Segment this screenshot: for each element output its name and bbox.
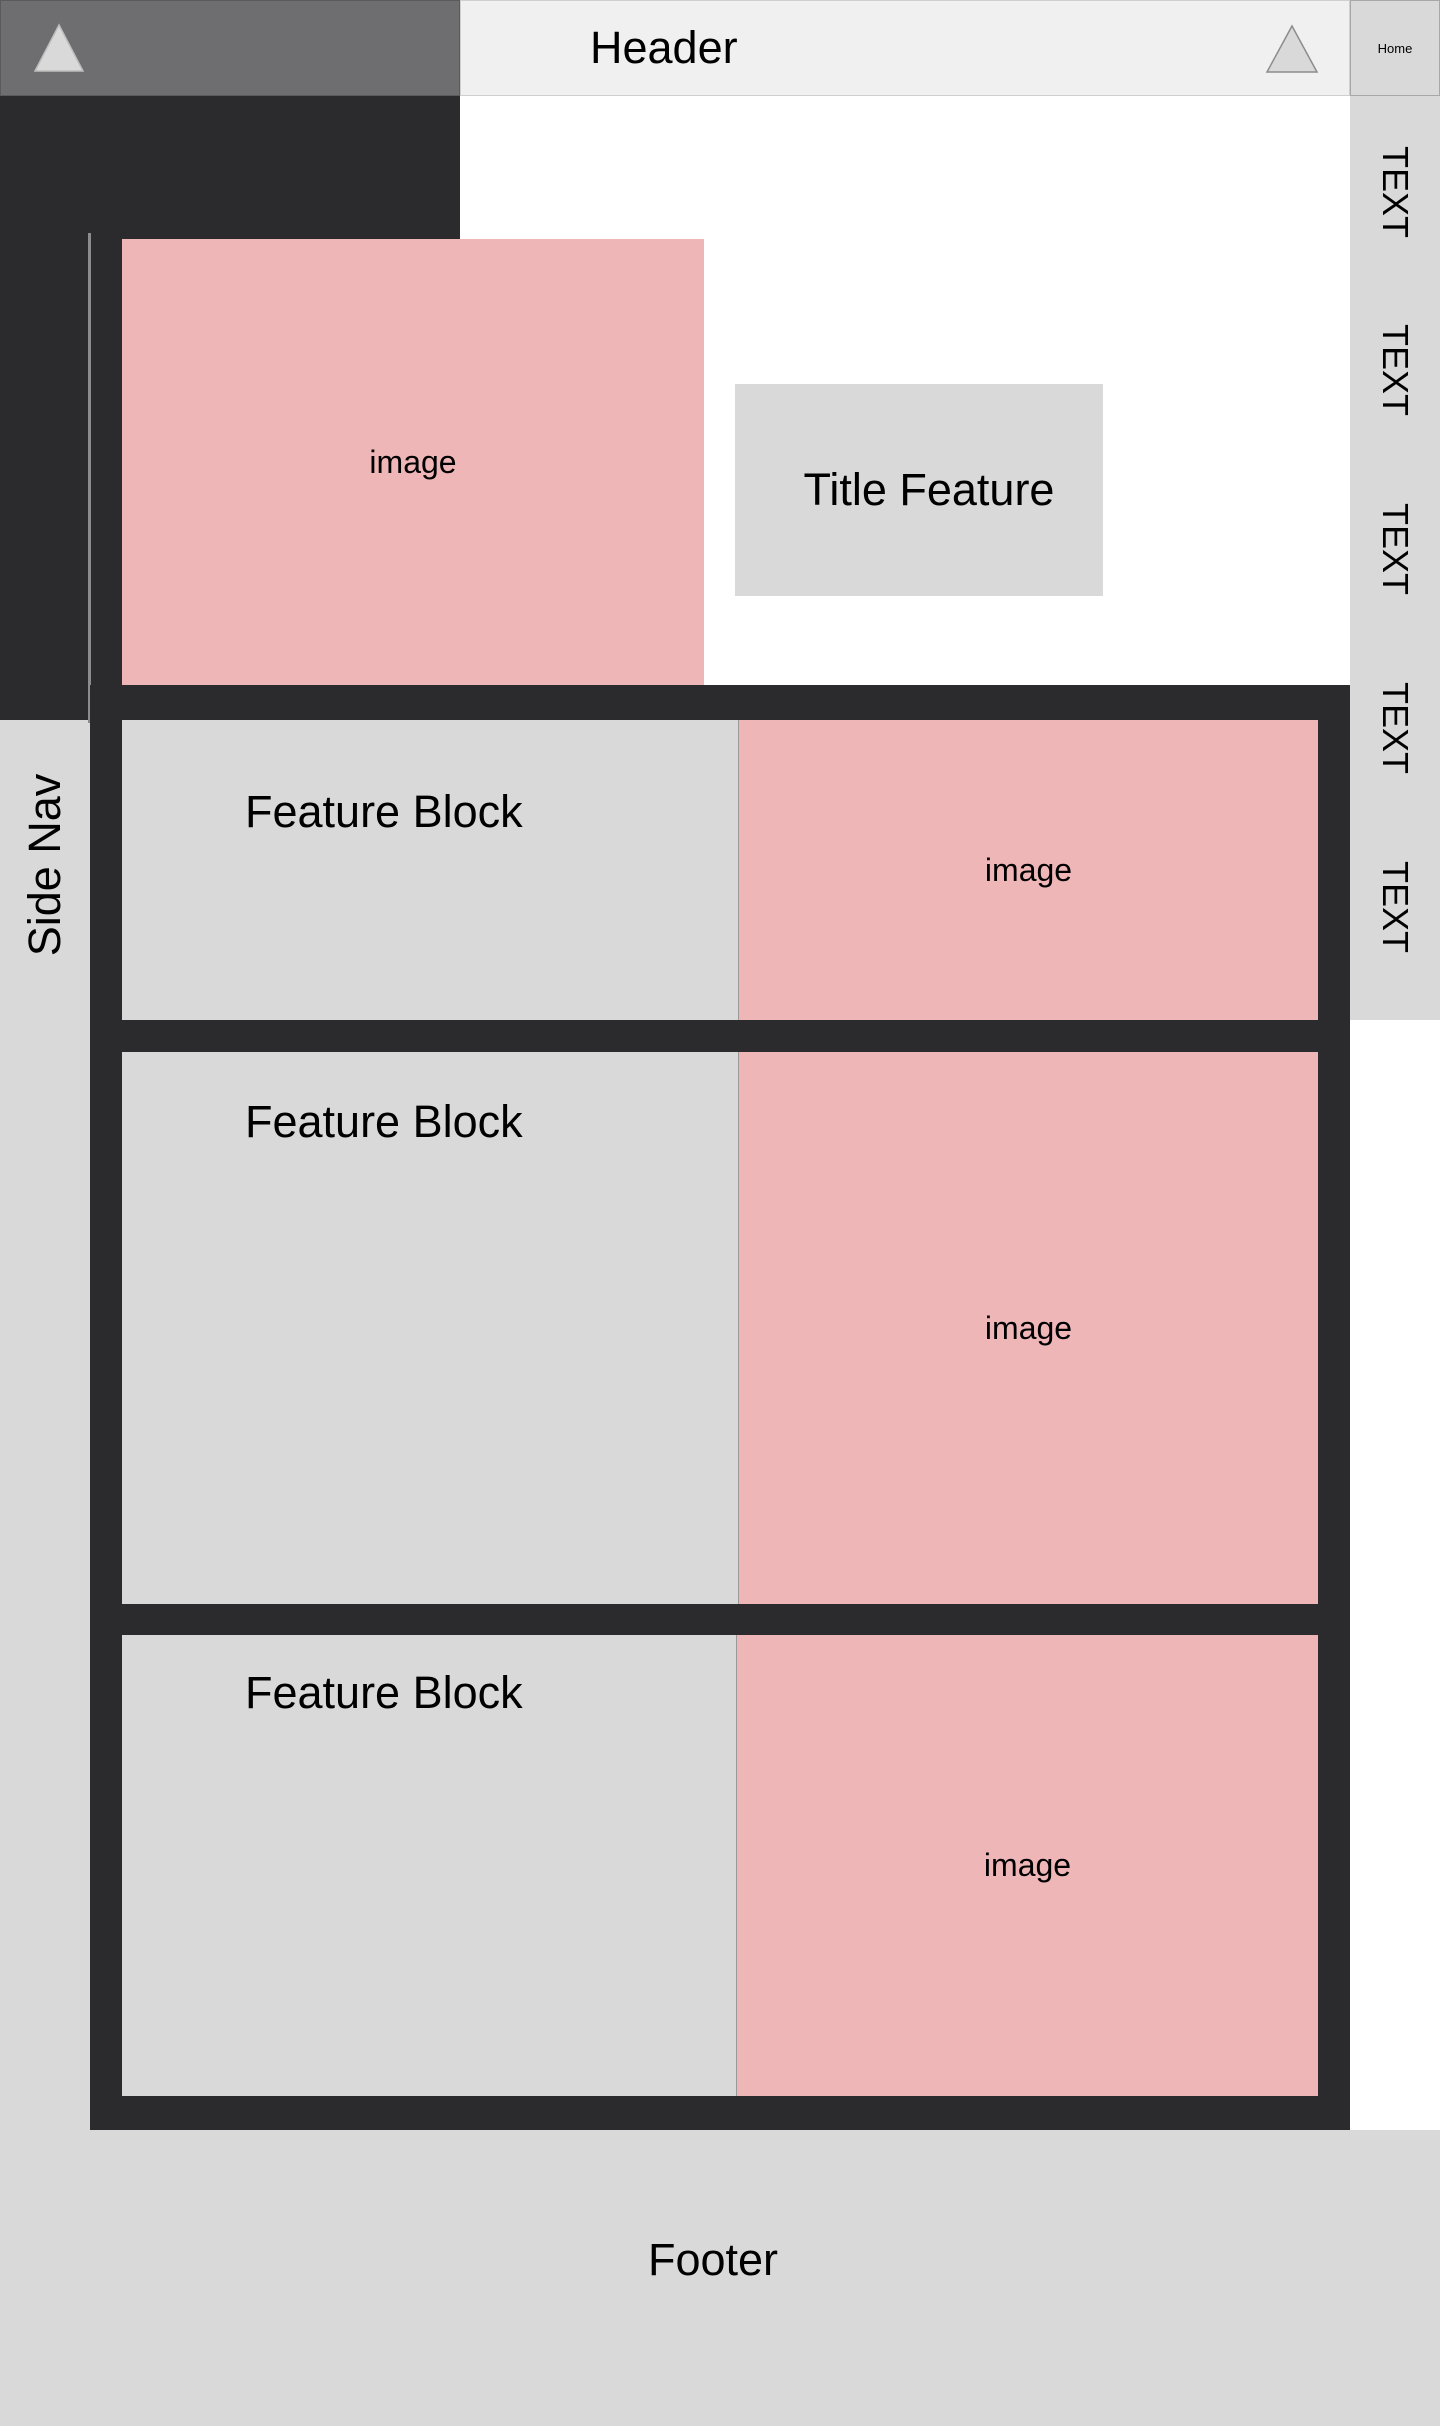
feature-image: image	[738, 720, 1318, 1020]
feature-block-title: Feature Block	[245, 1096, 523, 1147]
home-button[interactable]: Home	[1350, 0, 1440, 96]
right-nav-item-label: TEXT	[1375, 323, 1416, 417]
right-nav-item-label: TEXT	[1375, 145, 1416, 239]
feature-block[interactable]: Feature Block	[122, 720, 738, 1020]
right-nav-item-label: TEXT	[1375, 502, 1416, 596]
triangle-icon[interactable]	[1265, 24, 1319, 74]
feature-block[interactable]: Feature Block	[122, 1635, 736, 2096]
title-feature-label: Title Feature	[803, 464, 1055, 515]
side-nav-divider	[88, 233, 91, 723]
feature-image: image	[736, 1635, 1318, 2096]
feature-image-label: image	[984, 1309, 1073, 1346]
feature-block-title: Feature Block	[245, 1667, 523, 1718]
footer	[0, 2130, 1440, 2426]
feature-image-label: image	[984, 851, 1073, 888]
footer-label: Footer	[647, 2234, 779, 2285]
feature-block[interactable]: Feature Block	[122, 1052, 738, 1604]
header-bar	[460, 0, 1350, 96]
header-title: Header	[590, 22, 738, 73]
hero-image-label: image	[369, 443, 457, 480]
feature-image: image	[738, 1052, 1318, 1604]
hero-image: image	[122, 239, 704, 685]
title-feature[interactable]: Title Feature	[735, 384, 1103, 596]
logo-area	[0, 0, 460, 96]
feature-image-label: image	[983, 1847, 1072, 1883]
side-nav-label-text: Side Nav	[19, 773, 70, 957]
right-nav-item-label: TEXT	[1375, 681, 1416, 775]
feature-block-title: Feature Block	[245, 786, 523, 837]
triangle-icon	[33, 23, 85, 72]
side-nav	[0, 720, 90, 2130]
right-nav-item-label: TEXT	[1375, 860, 1416, 954]
right-nav	[1350, 96, 1440, 1020]
